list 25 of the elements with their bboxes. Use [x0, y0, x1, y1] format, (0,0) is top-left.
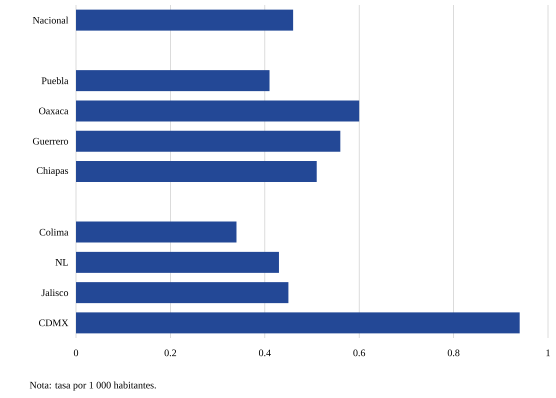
x-tick-label: 0.8	[448, 350, 460, 356]
y-tick-label: NL	[55, 259, 68, 266]
y-tick-label: Chiapas	[36, 166, 68, 176]
bar	[76, 70, 270, 92]
y-tick-label: Colima	[40, 228, 68, 236]
y-tick-label: Nacional	[32, 16, 68, 24]
bar	[76, 100, 360, 122]
bar	[76, 282, 288, 304]
y-tick-label: Jalisco	[42, 289, 68, 296]
bar	[76, 10, 294, 31]
bar	[76, 161, 317, 182]
text: Nota: tasa por 1 000 habitantes.	[30, 381, 156, 391]
y-tick-label: Oaxaca	[39, 108, 68, 114]
bar	[76, 130, 340, 152]
x-tick-label: 0.6	[353, 350, 366, 356]
y-tick-label: Guerrero	[32, 138, 68, 145]
bar	[76, 222, 236, 243]
x-tick-label: 0	[74, 350, 78, 356]
x-tick-label: 0.2	[164, 350, 176, 356]
x-tick-label: 1	[546, 350, 550, 356]
x-tick-label: 0.4	[258, 350, 271, 356]
bar	[76, 312, 520, 334]
y-tick-label: Puebla	[42, 77, 68, 84]
bar	[76, 252, 279, 273]
y-tick-label: CDMX	[39, 320, 68, 326]
